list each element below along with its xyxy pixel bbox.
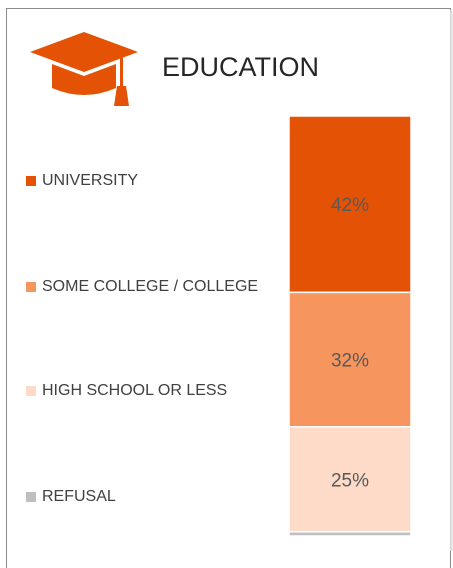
bar-segment-refusal — [288, 531, 412, 537]
stacked-bar-chart: 42% 32% 25% — [288, 115, 412, 537]
chart-title: EDUCATION — [162, 52, 320, 82]
legend-item-high-school: HIGH SCHOOL OR LESS — [26, 381, 227, 401]
bar-segment-university — [288, 115, 412, 294]
legend-label: UNIVERSITY — [42, 172, 139, 189]
graduation-cap-icon — [30, 32, 138, 106]
legend-item-some-college: SOME COLLEGE / COLLEGE — [26, 277, 258, 297]
data-label: 32% — [331, 351, 369, 372]
legend-swatch-some-college — [26, 282, 36, 292]
data-label: 25% — [331, 470, 369, 491]
bar-segment-some-college-college — [288, 291, 412, 428]
legend-label: HIGH SCHOOL OR LESS — [42, 382, 228, 399]
chart-header: EDUCATION — [28, 30, 358, 110]
legend-swatch-university — [26, 176, 36, 186]
legend-item-university: UNIVERSITY — [26, 171, 138, 191]
frame-shadow — [450, 10, 453, 551]
legend-swatch-high-school — [26, 386, 36, 396]
legend-swatch-refusal — [26, 492, 36, 502]
legend-label: REFUSAL — [42, 488, 116, 505]
chart-legend: UNIVERSITY SOME COLLEGE / COLLEGE HIGH S… — [26, 171, 258, 507]
legend-label: SOME COLLEGE / COLLEGE — [42, 278, 259, 295]
data-label: 42% — [331, 195, 369, 216]
legend-item-refusal: REFUSAL — [26, 487, 116, 507]
